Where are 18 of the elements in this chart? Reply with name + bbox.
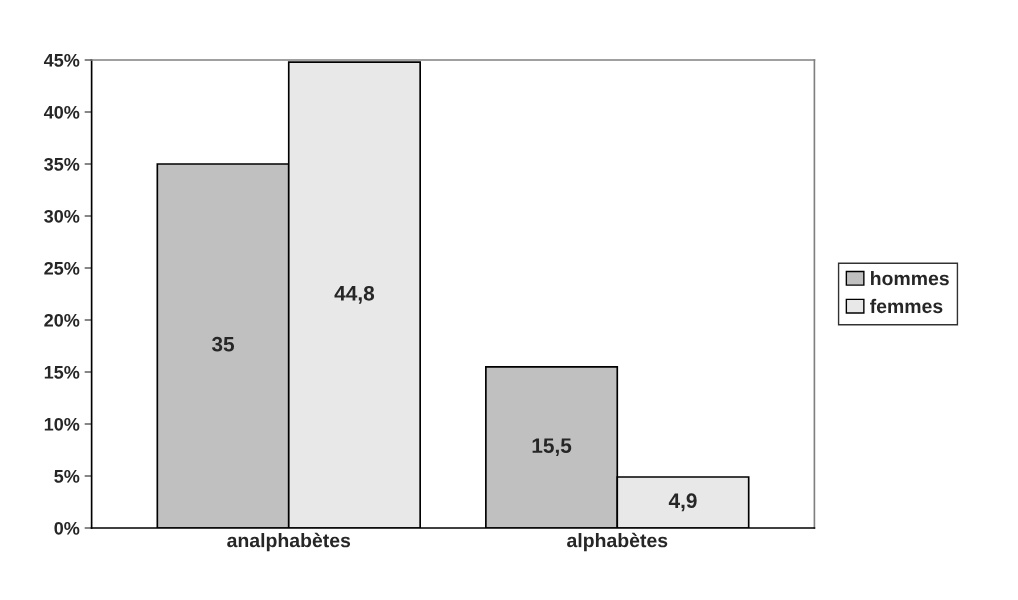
data-label: 35 (211, 336, 235, 352)
y-tick-label: 20% (44, 313, 80, 327)
x-tick-label: analphabètes (227, 532, 351, 552)
y-tick-label: 45% (43, 53, 80, 67)
legend-label: hommes (871, 271, 949, 286)
data-label: 4,9 (668, 493, 697, 512)
data-label: 15,5 (532, 438, 572, 457)
y-tick-label: 30% (44, 209, 80, 223)
y-tick-label: 0% (54, 521, 80, 535)
x-tick-label: alphabètes (567, 532, 668, 552)
y-tick-label: 10% (44, 417, 80, 431)
y-tick-label: 15% (44, 365, 80, 379)
data-label: 44,8 (334, 285, 375, 304)
y-tick-label: 25% (44, 261, 80, 275)
legend-label: femmes (870, 298, 943, 314)
y-tick-label: 40% (43, 105, 80, 119)
y-tick-label: 35% (44, 157, 80, 171)
y-tick-label: 5% (54, 469, 80, 483)
